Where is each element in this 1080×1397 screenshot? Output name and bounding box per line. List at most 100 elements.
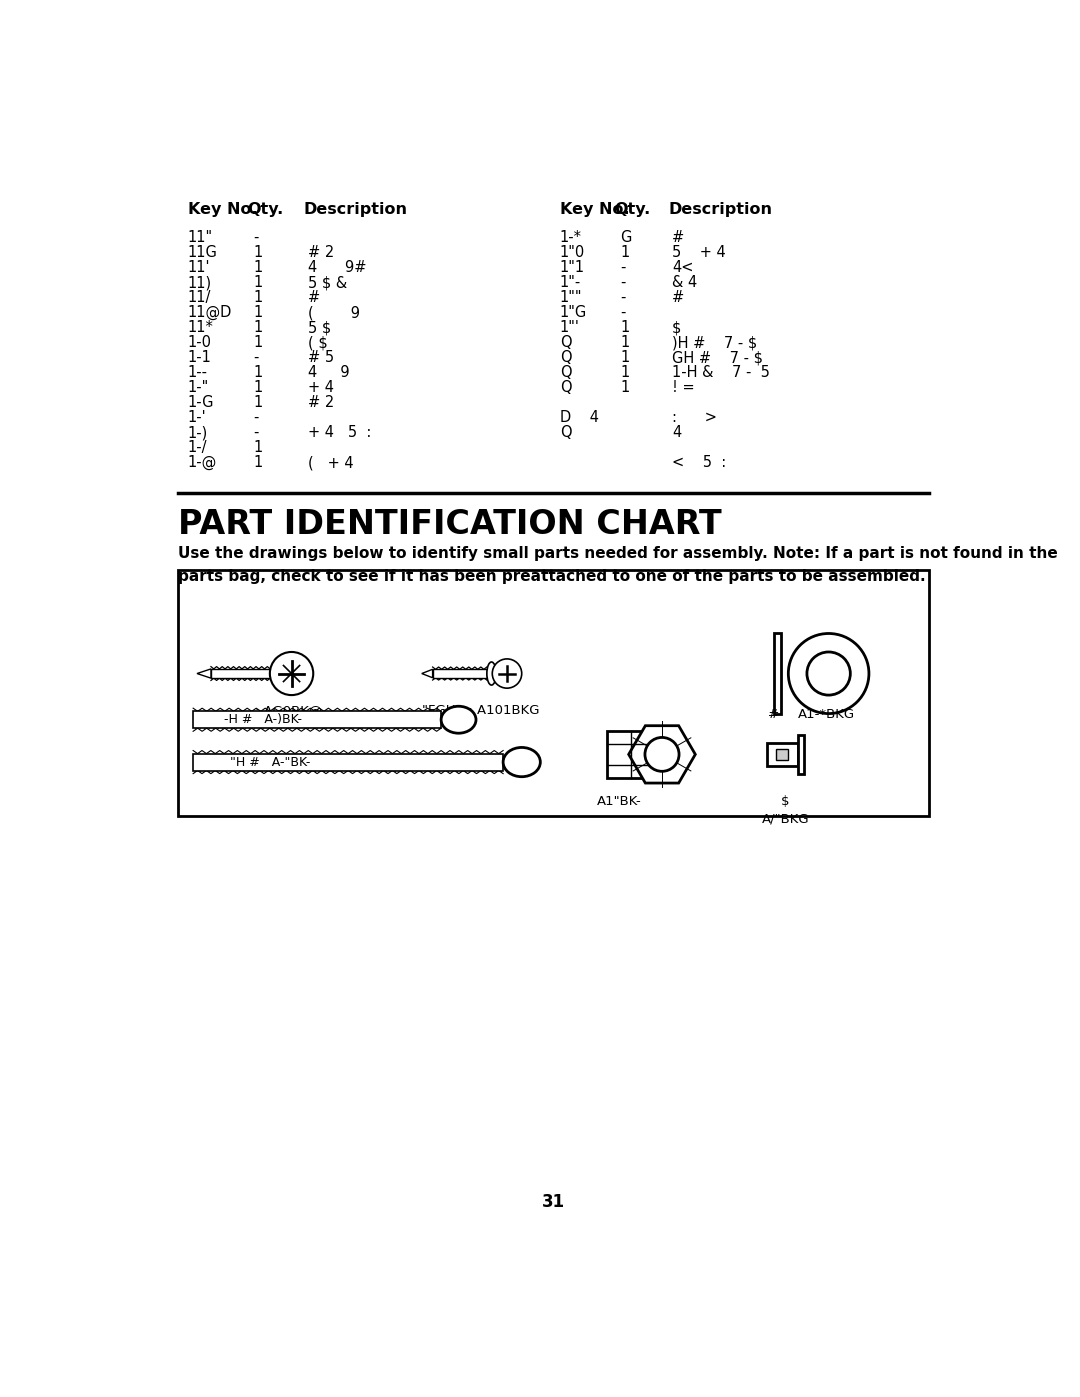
Text: # 2: # 2 — [308, 395, 334, 411]
Text: 1-': 1-' — [188, 411, 206, 425]
Text: #: # — [768, 708, 780, 721]
Text: -: - — [254, 425, 259, 440]
Text: 1: 1 — [620, 244, 630, 260]
Text: )H #    7 - $: )H # 7 - $ — [672, 335, 757, 351]
Text: # 5: # 5 — [308, 351, 334, 365]
Text: ! =: ! = — [672, 380, 694, 395]
Text: -H #   A-)BK-: -H # A-)BK- — [224, 714, 301, 726]
Polygon shape — [629, 725, 696, 784]
Text: -: - — [620, 260, 625, 275]
Text: -: - — [254, 231, 259, 244]
Text: 1--: 1-- — [188, 365, 207, 380]
Text: 1: 1 — [620, 351, 630, 365]
Text: #: # — [672, 231, 685, 244]
Text: 11G: 11G — [188, 244, 217, 260]
Text: 1: 1 — [254, 440, 262, 455]
Text: D    4: D 4 — [559, 411, 598, 425]
Ellipse shape — [441, 707, 476, 733]
Text: 1: 1 — [620, 320, 630, 335]
Text: 1"0: 1"0 — [559, 244, 585, 260]
Text: 1-H &    7 -  5: 1-H & 7 - 5 — [672, 365, 770, 380]
Text: 1-G: 1-G — [188, 395, 214, 411]
Circle shape — [270, 652, 313, 696]
Text: G: G — [620, 231, 632, 244]
Text: : AG0BK@: : AG0BK@ — [255, 704, 322, 717]
Text: 1-1: 1-1 — [188, 351, 212, 365]
Circle shape — [788, 633, 869, 714]
Bar — [433, 669, 487, 678]
Text: Description: Description — [669, 203, 772, 218]
Text: Q: Q — [559, 425, 571, 440]
Text: 5 $: 5 $ — [308, 320, 332, 335]
Text: (        9: ( 9 — [308, 305, 360, 320]
Text: 1: 1 — [254, 291, 262, 305]
Text: 1: 1 — [254, 365, 262, 380]
Text: 1"": 1"" — [559, 291, 582, 305]
Text: 5 $ &: 5 $ & — [308, 275, 347, 291]
Text: $
A/"BKG: $ A/"BKG — [761, 795, 809, 826]
Ellipse shape — [487, 662, 496, 685]
Text: 1-/: 1-/ — [188, 440, 207, 455]
Text: (   + 4: ( + 4 — [308, 455, 353, 471]
Text: Use the drawings below to identify small parts needed for assembly. Note: If a p: Use the drawings below to identify small… — [177, 546, 1057, 584]
Text: <    5  :: < 5 : — [672, 455, 727, 471]
Text: 11): 11) — [188, 275, 212, 291]
Text: 11/: 11/ — [188, 291, 211, 305]
Bar — [193, 711, 441, 728]
Text: -: - — [620, 291, 625, 305]
Text: 31: 31 — [542, 1193, 565, 1211]
Text: Q: Q — [559, 351, 571, 365]
Text: Key No.: Key No. — [559, 203, 630, 218]
Text: + 4: + 4 — [308, 380, 334, 395]
Bar — [773, 633, 781, 714]
Text: 11': 11' — [188, 260, 211, 275]
Text: 1: 1 — [620, 365, 630, 380]
Bar — [211, 669, 273, 678]
Bar — [767, 743, 798, 766]
Text: 1-*: 1-* — [559, 231, 582, 244]
Text: 1: 1 — [254, 260, 262, 275]
Bar — [193, 753, 503, 771]
Text: 5    + 4: 5 + 4 — [672, 244, 726, 260]
Text: GH #    7 - $: GH # 7 - $ — [672, 351, 764, 365]
Text: Q: Q — [559, 365, 571, 380]
Text: Qty.: Qty. — [613, 203, 650, 218]
Text: -: - — [254, 351, 259, 365]
Text: 1"G: 1"G — [559, 305, 586, 320]
Text: #: # — [308, 291, 320, 305]
Text: ( $: ( $ — [308, 335, 327, 351]
Circle shape — [807, 652, 850, 696]
Polygon shape — [422, 669, 433, 678]
Text: 1: 1 — [254, 244, 262, 260]
Text: A1-*BKG: A1-*BKG — [798, 708, 854, 721]
Bar — [798, 735, 804, 774]
Text: 1-0: 1-0 — [188, 335, 212, 351]
Text: 4     9: 4 9 — [308, 365, 350, 380]
Bar — [607, 731, 656, 778]
Text: Description: Description — [303, 203, 408, 218]
Text: A1"BK-: A1"BK- — [597, 795, 642, 809]
Text: "FGH   : A101BKG: "FGH : A101BKG — [422, 704, 539, 717]
Text: -: - — [620, 305, 625, 320]
Text: 1: 1 — [254, 275, 262, 291]
Circle shape — [645, 738, 679, 771]
Bar — [775, 749, 788, 760]
Text: 1: 1 — [254, 380, 262, 395]
Circle shape — [492, 659, 522, 689]
Text: 1-): 1-) — [188, 425, 208, 440]
Text: 1"': 1"' — [559, 320, 580, 335]
Text: -: - — [254, 411, 259, 425]
Text: 1: 1 — [620, 380, 630, 395]
Bar — [177, 570, 930, 816]
Text: # 2: # 2 — [308, 244, 334, 260]
Text: 1-": 1-" — [188, 380, 208, 395]
Text: 1: 1 — [254, 455, 262, 471]
Text: "H #   A-"BK-: "H # A-"BK- — [230, 756, 311, 768]
Ellipse shape — [273, 658, 281, 689]
Text: 1: 1 — [254, 395, 262, 411]
Text: 1: 1 — [254, 335, 262, 351]
Text: 4<: 4< — [672, 260, 693, 275]
Text: :      >: : > — [672, 411, 717, 425]
Text: -: - — [620, 275, 625, 291]
Text: 11*: 11* — [188, 320, 214, 335]
